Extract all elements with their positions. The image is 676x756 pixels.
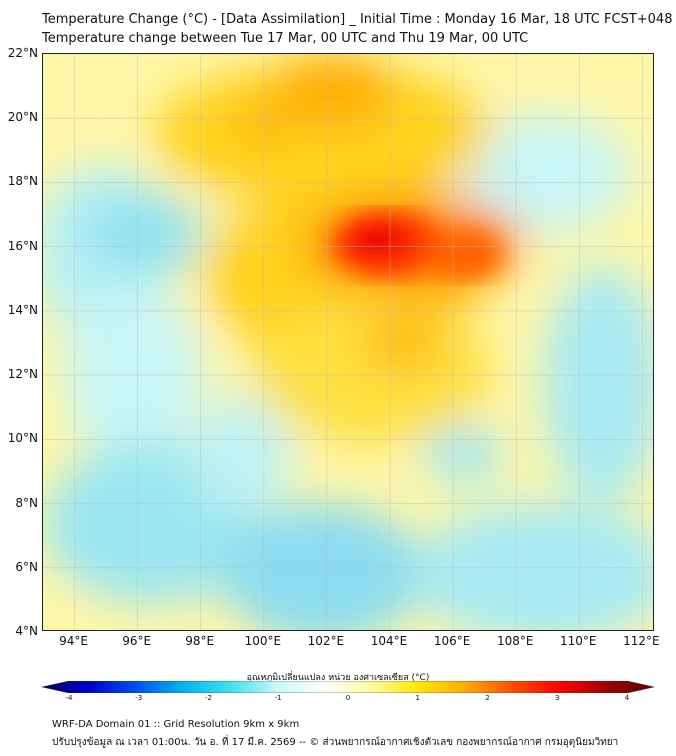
colorbar-tick: -2 <box>205 694 212 702</box>
colorbar-tick: -3 <box>135 694 143 702</box>
colorbar-tick: 3 <box>555 694 560 702</box>
colorbar-tick: -4 <box>65 694 73 702</box>
lon-label: 98°E <box>185 634 215 648</box>
lat-label: 18°N <box>7 174 38 189</box>
temperature-change-map <box>42 53 654 631</box>
colorbar-label: อุณหภูมิเปลี่ยนแปลง หน่วย องศาเซลเซียส (… <box>246 673 430 683</box>
lat-label: 22°N <box>7 46 38 60</box>
colorbar-tick: 0 <box>345 694 351 702</box>
footer-model-info: WRF-DA Domain 01 :: Grid Resolution 9km … <box>52 719 300 730</box>
lat-label: 8°N <box>15 495 38 510</box>
lat-label: 6°N <box>15 559 38 574</box>
lon-label: 108°E <box>496 634 534 648</box>
colorbar-tick: 1 <box>415 694 420 702</box>
colorbar-tick: 4 <box>624 694 630 702</box>
colorbar-tick: -1 <box>274 694 282 702</box>
lat-label: 20°N <box>7 110 38 125</box>
lon-label: 104°E <box>370 634 408 648</box>
map-subtitle: Temperature change between Tue 17 Mar, 0… <box>42 31 529 46</box>
map-title: Temperature Change (°C) - [Data Assimila… <box>42 12 673 27</box>
lat-label: 4°N <box>15 624 38 638</box>
lon-label: 94°E <box>59 634 88 648</box>
lat-label: 16°N <box>7 238 38 253</box>
footer-update-info: ปรับปรุงข้อมูล ณ เวลา 01:00น. วัน อ. ที่… <box>52 737 619 748</box>
lat-label: 12°N <box>7 367 38 382</box>
lon-label: 102°E <box>307 634 345 648</box>
lon-label: 110°E <box>560 634 597 648</box>
colorbar <box>42 681 654 693</box>
lat-label: 14°N <box>7 302 38 317</box>
lon-label: 106°E <box>433 634 471 648</box>
lon-label: 96°E <box>122 634 152 648</box>
lat-label: 10°N <box>7 431 38 446</box>
lon-label: 100°E <box>244 634 282 648</box>
colorbar-tick: 2 <box>485 694 490 702</box>
graticule <box>43 54 653 630</box>
lon-label: 112°E <box>623 634 660 648</box>
